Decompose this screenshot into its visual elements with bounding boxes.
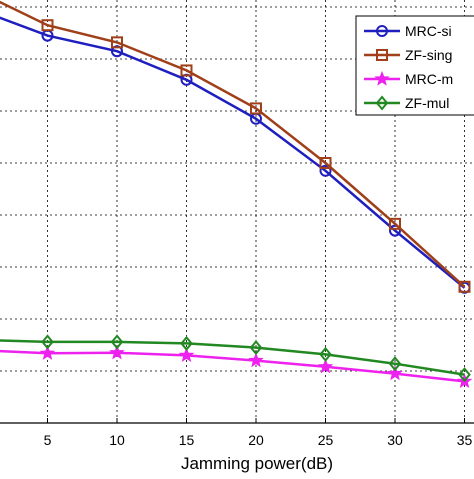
series-line <box>0 339 465 376</box>
data-point <box>458 280 471 293</box>
legend-marker <box>376 25 388 37</box>
legend-item: MRC-m <box>364 70 453 87</box>
legend-item: ZF-sing <box>364 47 452 63</box>
legend-item: MRC-si <box>364 23 452 39</box>
legend-marker <box>376 49 388 61</box>
x-tick-label: 5 <box>44 432 52 448</box>
data-point <box>319 346 332 362</box>
data-point <box>41 334 54 350</box>
data-point <box>458 367 471 383</box>
series-layer <box>0 0 473 388</box>
legend-label: MRC-m <box>405 71 453 87</box>
data-point <box>319 157 332 169</box>
legend-label: ZF-mul <box>405 95 449 111</box>
data-point <box>249 340 263 356</box>
data-point <box>180 64 193 77</box>
x-tick-label: 10 <box>109 432 125 448</box>
legend-items: MRC-si ZF-sing MRC-m ZF-mul <box>364 23 453 111</box>
series-4 <box>0 334 471 383</box>
data-point <box>111 45 123 58</box>
series-line <box>0 16 466 289</box>
legend: MRC-si ZF-sing MRC-m ZF-mul <box>355 15 474 116</box>
legend-item: ZF-mul <box>364 95 449 111</box>
data-point <box>250 102 262 115</box>
data-point <box>180 335 193 352</box>
data-point <box>248 352 264 368</box>
series-3 <box>0 344 473 388</box>
data-point <box>110 334 124 350</box>
x-tick-label: 20 <box>248 432 264 448</box>
data-point <box>178 347 195 362</box>
data-point <box>317 358 334 374</box>
x-tick-labels: 5 10 15 20 25 30 35 <box>44 432 473 448</box>
data-point <box>109 344 125 360</box>
data-point <box>39 345 56 360</box>
data-point <box>319 164 332 177</box>
legend-label: MRC-si <box>405 23 452 39</box>
data-point <box>387 365 403 381</box>
data-point <box>389 224 401 237</box>
series-2 <box>0 0 471 293</box>
x-tick-label: 35 <box>457 432 473 448</box>
series-line <box>0 0 466 288</box>
legend-label: ZF-sing <box>405 47 452 63</box>
data-point <box>41 19 54 32</box>
x-axis-label: Jamming power(dB) <box>181 454 333 473</box>
x-tick-label: 15 <box>179 432 195 448</box>
x-tick-label: 25 <box>318 432 334 448</box>
data-point <box>389 217 401 230</box>
x-tick-label: 30 <box>387 432 403 448</box>
legend-box <box>355 15 474 116</box>
series-line <box>0 349 465 383</box>
legend-marker <box>375 95 389 111</box>
data-point <box>388 356 402 372</box>
legend-marker <box>374 70 390 86</box>
data-point <box>111 36 123 49</box>
